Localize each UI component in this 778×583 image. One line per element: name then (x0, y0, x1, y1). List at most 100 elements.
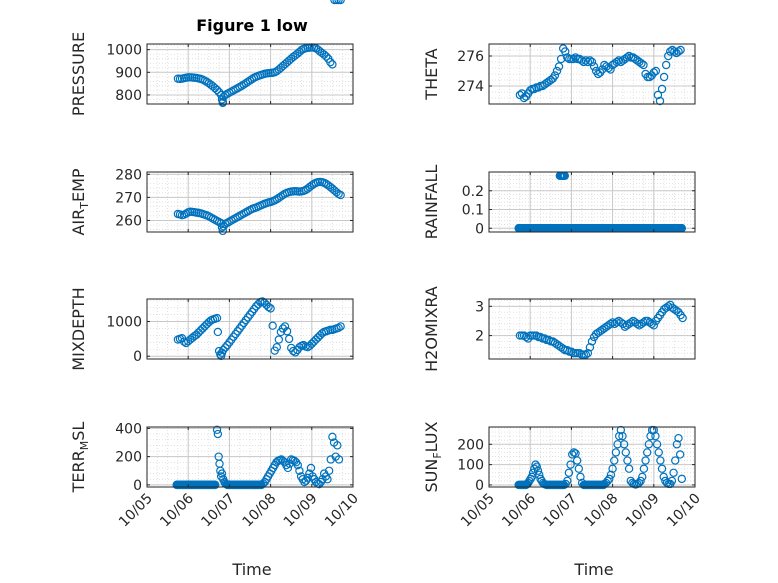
data-point (649, 68, 659, 77)
data-point (221, 343, 230, 352)
subplot-right-4: 0 100 200 10/05 10/06 10/07 10/08 10/09 10/10 SUN… (422, 421, 704, 530)
data-point (239, 80, 249, 89)
data-point (637, 59, 646, 68)
y-axis-label: TERRMSL (69, 422, 91, 494)
data-point (636, 476, 645, 486)
data-point (334, 323, 343, 332)
y-tick-label: 0 (133, 349, 142, 365)
data-point (566, 460, 575, 469)
y-tick-label: 280 (115, 167, 142, 183)
data-point (212, 425, 222, 435)
data-point (217, 469, 227, 478)
y-label-rest: SL (69, 422, 88, 441)
data-point (245, 76, 255, 85)
data-point (585, 343, 595, 352)
data-point (649, 321, 659, 330)
figure-title: Figure 1 low (196, 16, 308, 35)
x-tick-label: 10/08 (240, 491, 280, 531)
data-point (324, 466, 334, 475)
y-axis-label: AIRTEMP (69, 168, 91, 235)
x-tick-label: 10/06 (157, 490, 197, 530)
x-tick-label: 10/06 (499, 490, 539, 530)
data-point (661, 60, 671, 70)
subplot-left-2: 260 270 280 AIRTEMP (69, 167, 354, 236)
data-point (576, 472, 585, 482)
y-label-subscript: F (431, 452, 444, 458)
x-axis-label-right: Time (573, 560, 613, 579)
data-point (237, 81, 246, 91)
x-axis-label-left: Time (231, 560, 271, 579)
data-point (678, 313, 687, 323)
y-axis-label: MIXDEPTH (69, 287, 88, 370)
y-tick-label: 270 (115, 190, 142, 206)
data-point (674, 433, 683, 443)
y-label-main: AIR (69, 209, 88, 236)
data-point (649, 425, 659, 435)
data-point (563, 476, 572, 486)
y-tick-label: 1000 (106, 315, 142, 331)
data-point (332, 188, 341, 197)
y-tick-label: 0.1 (462, 203, 484, 219)
subplot-left-1: 800 900 1000 PRESSURE (69, 0, 354, 116)
data-point (583, 57, 593, 67)
series-markers (515, 300, 687, 359)
y-tick-label: 274 (457, 79, 484, 95)
data-point (652, 440, 662, 449)
data-point (264, 302, 273, 312)
data-point (550, 71, 560, 80)
data-point (583, 348, 593, 358)
data-point (656, 456, 665, 465)
y-axis-label: PRESSURE (69, 32, 88, 116)
y-tick-label: 200 (115, 450, 142, 466)
data-point (563, 53, 572, 62)
data-point (564, 468, 574, 477)
data-point (622, 53, 632, 62)
data-point (293, 460, 302, 470)
series-markers (173, 177, 345, 236)
data-point (654, 448, 663, 457)
series-markers (515, 44, 685, 106)
data-point (213, 429, 223, 439)
data-point (611, 448, 621, 457)
y-tick-label: 200 (457, 437, 484, 453)
data-point (608, 318, 617, 327)
y-axis-label: RAINFALL (422, 165, 441, 240)
data-point (639, 464, 649, 473)
data-point (268, 321, 277, 330)
data-point (613, 440, 622, 449)
data-point (569, 54, 578, 64)
y-label-subscript: T (78, 202, 91, 210)
data-point (585, 56, 595, 65)
data-point (626, 318, 636, 327)
y-tick-label: 2 (475, 329, 484, 345)
data-point (614, 56, 623, 65)
data-point (306, 463, 316, 473)
data-point (672, 440, 682, 449)
x-tick-label: 10/05 (458, 491, 498, 531)
data-point (527, 472, 537, 482)
data-point (651, 66, 661, 76)
data-point (323, 475, 332, 484)
y-tick-label: 0 (475, 221, 484, 237)
data-point (328, 432, 337, 442)
data-point (266, 304, 275, 313)
data-point (211, 480, 220, 490)
data-point (204, 318, 213, 327)
data-point (587, 57, 597, 67)
data-point (667, 476, 677, 486)
data-point (653, 90, 663, 100)
series-markers (173, 0, 345, 108)
data-point (291, 348, 300, 357)
y-axis-label: SUNFLUX (422, 421, 444, 492)
series-markers (173, 297, 345, 361)
x-tick-label: 10/07 (540, 491, 580, 531)
data-point (655, 96, 665, 106)
y-tick-label: 3 (475, 299, 484, 315)
data-point (282, 327, 292, 336)
x-tick-label: 10/05 (116, 491, 156, 531)
data-point (581, 56, 591, 65)
data-point (616, 425, 626, 435)
data-point (554, 62, 564, 71)
data-point (276, 192, 286, 201)
